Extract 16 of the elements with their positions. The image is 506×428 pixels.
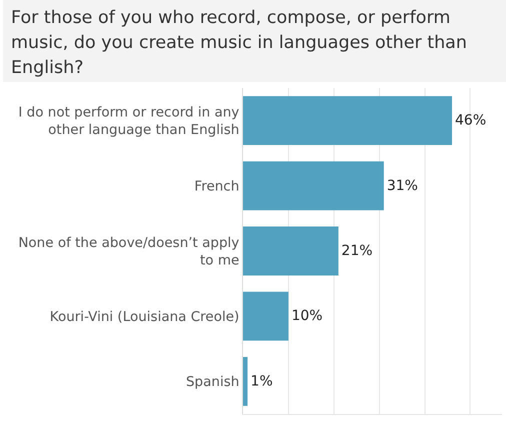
data-label: 21% bbox=[341, 243, 373, 259]
chart-title: For those of you who record, compose, or perform music, do you create music in languages other than English? bbox=[3, 0, 506, 82]
y-tick-label: None of the above/doesn’t apply to me bbox=[18, 234, 240, 268]
y-tick-label: French bbox=[194, 178, 240, 195]
data-label: 46% bbox=[455, 112, 486, 129]
bar bbox=[243, 96, 452, 146]
bar bbox=[243, 161, 384, 210]
bar bbox=[243, 356, 248, 406]
data-label: 31% bbox=[386, 178, 418, 194]
data-label: 10% bbox=[291, 308, 323, 324]
y-tick-label: Spanish bbox=[186, 374, 240, 390]
bar bbox=[243, 292, 288, 341]
y-tick-label: Kouri-Vini (Louisiana Creole) bbox=[50, 308, 240, 325]
data-label: 1% bbox=[250, 373, 273, 390]
bar bbox=[243, 226, 338, 276]
y-tick-label: I do not perform or record in any other language than English bbox=[18, 104, 240, 138]
